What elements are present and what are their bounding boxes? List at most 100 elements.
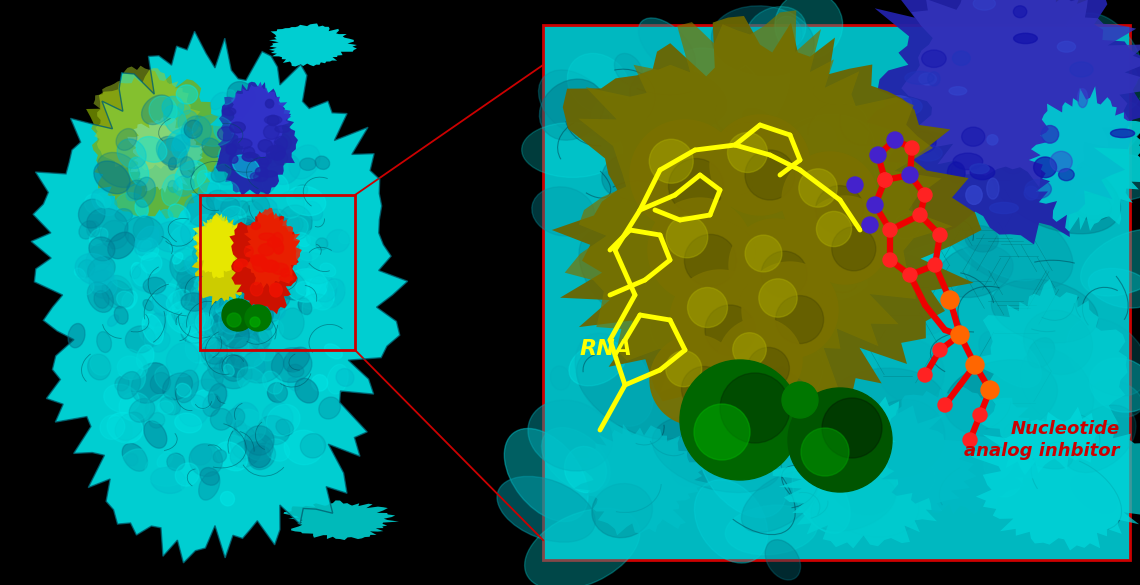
Ellipse shape bbox=[192, 280, 235, 319]
Ellipse shape bbox=[1092, 381, 1140, 417]
Ellipse shape bbox=[181, 293, 206, 311]
Circle shape bbox=[822, 398, 882, 458]
Ellipse shape bbox=[319, 397, 341, 419]
Circle shape bbox=[684, 235, 736, 287]
Ellipse shape bbox=[202, 216, 218, 232]
Ellipse shape bbox=[207, 283, 226, 301]
Ellipse shape bbox=[180, 216, 213, 249]
Ellipse shape bbox=[185, 330, 217, 363]
Circle shape bbox=[720, 373, 790, 443]
Ellipse shape bbox=[203, 316, 229, 337]
Ellipse shape bbox=[275, 343, 288, 357]
PathPatch shape bbox=[564, 11, 953, 406]
Ellipse shape bbox=[773, 16, 801, 50]
Circle shape bbox=[250, 317, 260, 327]
Ellipse shape bbox=[186, 324, 204, 342]
Ellipse shape bbox=[987, 135, 998, 145]
Ellipse shape bbox=[1004, 30, 1070, 82]
Ellipse shape bbox=[178, 306, 218, 346]
Ellipse shape bbox=[168, 301, 205, 334]
Ellipse shape bbox=[294, 185, 308, 199]
Ellipse shape bbox=[242, 335, 255, 349]
Circle shape bbox=[878, 173, 891, 187]
Ellipse shape bbox=[241, 300, 252, 311]
Ellipse shape bbox=[185, 291, 214, 324]
Ellipse shape bbox=[207, 238, 222, 253]
Ellipse shape bbox=[228, 98, 250, 116]
Ellipse shape bbox=[137, 238, 158, 260]
PathPatch shape bbox=[244, 208, 302, 289]
Ellipse shape bbox=[131, 257, 174, 292]
Ellipse shape bbox=[207, 353, 225, 378]
Ellipse shape bbox=[89, 264, 114, 292]
Ellipse shape bbox=[225, 253, 246, 273]
Ellipse shape bbox=[231, 220, 263, 251]
Ellipse shape bbox=[125, 326, 155, 353]
Ellipse shape bbox=[202, 138, 222, 157]
Ellipse shape bbox=[239, 266, 261, 288]
Ellipse shape bbox=[231, 218, 254, 240]
Ellipse shape bbox=[336, 369, 353, 386]
Ellipse shape bbox=[938, 245, 1013, 298]
Ellipse shape bbox=[219, 309, 244, 334]
Ellipse shape bbox=[202, 295, 219, 312]
Ellipse shape bbox=[524, 508, 640, 585]
Ellipse shape bbox=[171, 344, 185, 360]
Ellipse shape bbox=[244, 246, 253, 257]
Ellipse shape bbox=[569, 341, 626, 386]
Circle shape bbox=[938, 398, 952, 412]
Circle shape bbox=[940, 291, 959, 309]
Ellipse shape bbox=[274, 133, 292, 150]
Ellipse shape bbox=[986, 457, 1023, 497]
Circle shape bbox=[918, 188, 933, 202]
Ellipse shape bbox=[233, 155, 260, 178]
Ellipse shape bbox=[970, 165, 995, 180]
Ellipse shape bbox=[233, 237, 244, 252]
Ellipse shape bbox=[817, 463, 919, 538]
Ellipse shape bbox=[260, 348, 275, 361]
Ellipse shape bbox=[819, 343, 866, 374]
Ellipse shape bbox=[203, 287, 231, 312]
Ellipse shape bbox=[68, 324, 85, 347]
Ellipse shape bbox=[189, 444, 222, 477]
Ellipse shape bbox=[302, 294, 342, 336]
Circle shape bbox=[801, 196, 889, 284]
Circle shape bbox=[727, 132, 767, 173]
Ellipse shape bbox=[174, 426, 189, 446]
Circle shape bbox=[933, 228, 947, 242]
Circle shape bbox=[245, 305, 271, 331]
Ellipse shape bbox=[992, 149, 1121, 234]
Ellipse shape bbox=[190, 306, 212, 336]
Ellipse shape bbox=[201, 338, 228, 364]
Ellipse shape bbox=[124, 216, 163, 249]
Ellipse shape bbox=[254, 296, 279, 322]
Circle shape bbox=[775, 295, 823, 343]
Ellipse shape bbox=[127, 180, 147, 199]
Ellipse shape bbox=[180, 285, 196, 301]
Ellipse shape bbox=[158, 209, 173, 223]
Ellipse shape bbox=[211, 218, 243, 251]
Ellipse shape bbox=[665, 171, 719, 201]
Ellipse shape bbox=[129, 157, 148, 185]
Ellipse shape bbox=[294, 253, 311, 271]
Ellipse shape bbox=[168, 181, 178, 192]
Circle shape bbox=[862, 217, 878, 233]
Ellipse shape bbox=[184, 245, 204, 261]
Ellipse shape bbox=[107, 315, 119, 326]
Ellipse shape bbox=[146, 394, 176, 424]
Ellipse shape bbox=[679, 48, 762, 108]
Ellipse shape bbox=[259, 209, 287, 233]
Ellipse shape bbox=[266, 302, 285, 320]
Ellipse shape bbox=[194, 261, 225, 290]
Ellipse shape bbox=[270, 154, 301, 184]
Ellipse shape bbox=[280, 211, 300, 234]
Ellipse shape bbox=[215, 292, 247, 319]
Ellipse shape bbox=[298, 253, 332, 284]
Ellipse shape bbox=[166, 453, 185, 470]
Ellipse shape bbox=[952, 51, 970, 66]
Ellipse shape bbox=[538, 70, 609, 136]
Ellipse shape bbox=[87, 221, 100, 237]
Ellipse shape bbox=[103, 417, 132, 446]
Ellipse shape bbox=[869, 254, 953, 335]
Ellipse shape bbox=[295, 236, 320, 261]
